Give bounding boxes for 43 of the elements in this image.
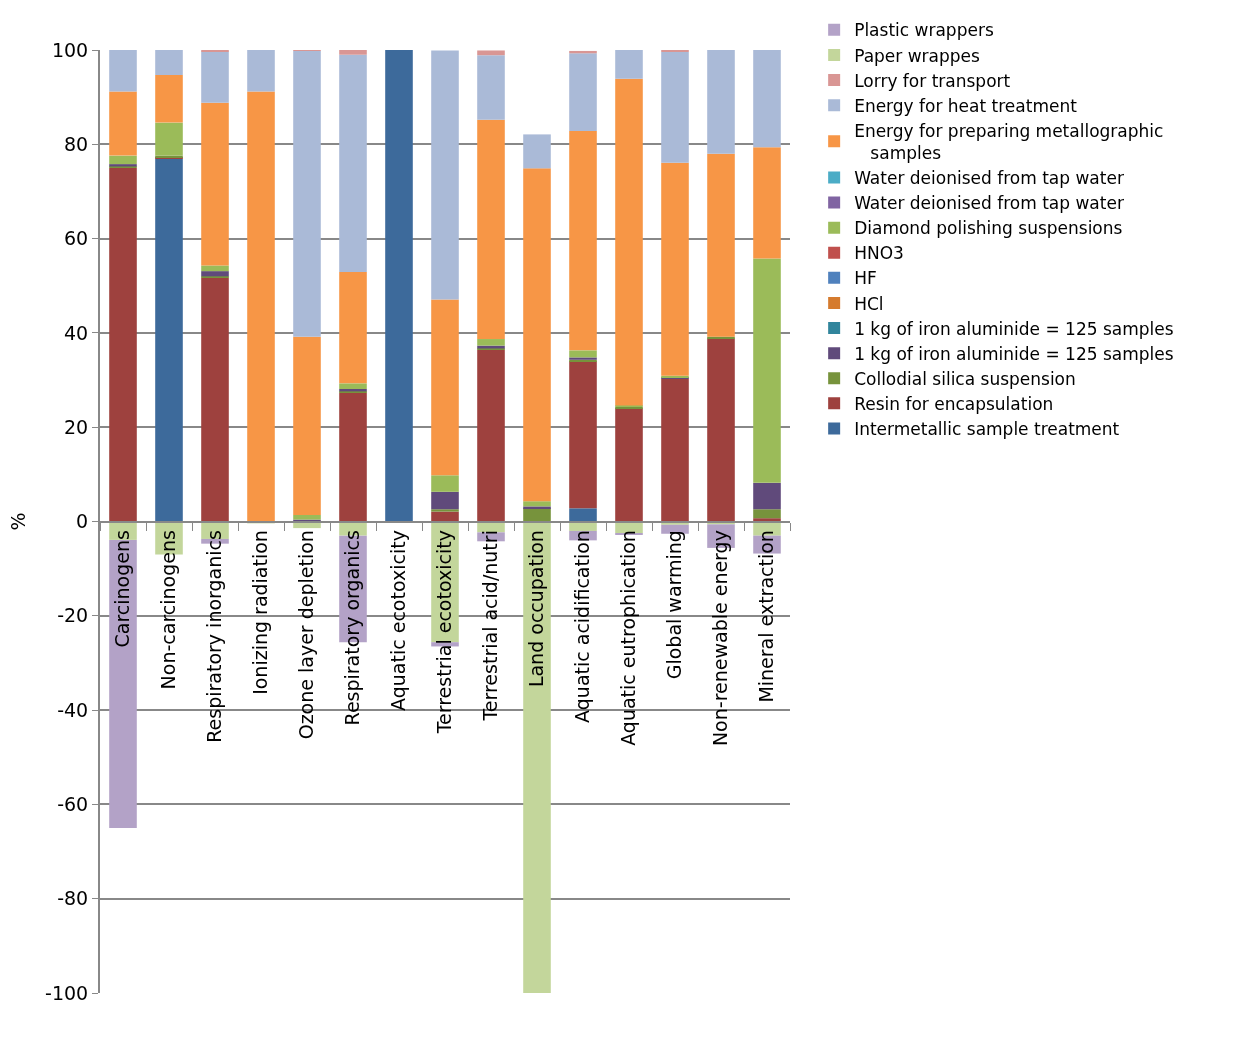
legend-label: HF xyxy=(854,268,877,289)
x-tick-label: Terrestrial ecotoxicity xyxy=(433,530,456,735)
y-tick-label: 20 xyxy=(64,415,89,438)
legend-label: HNO3 xyxy=(854,243,904,264)
legend-label: Resin for encapsulation xyxy=(854,393,1054,414)
x-tick-label: Respiratory inorganics xyxy=(203,530,226,743)
y-tick-label: 100 xyxy=(51,38,89,61)
legend-label: HCl xyxy=(854,293,884,314)
y-tick-label: 80 xyxy=(64,132,89,155)
x-tick-label: Carcinogens xyxy=(111,530,134,648)
x-tick-label: Ionizing radiation xyxy=(249,530,272,695)
x-tick-label: Respiratory organics xyxy=(341,530,364,726)
legend-label: 1 kg of iron aluminide = 125 samples xyxy=(854,343,1174,364)
legend-label: Energy for heat treatment xyxy=(854,95,1078,116)
y-tick-label: 0 xyxy=(76,510,89,533)
y-tick-label: 60 xyxy=(64,227,89,250)
x-tick-label: Mineral extraction xyxy=(755,530,778,703)
x-tick-label: Global warming xyxy=(663,530,686,680)
y-tick-label: 40 xyxy=(64,321,89,344)
legend-label: Water deionised from tap water xyxy=(854,193,1124,214)
legend-label: Diamond polishing suspensions xyxy=(854,218,1123,239)
y-tick-label: -40 xyxy=(57,698,89,721)
x-tick-label: Land occupation xyxy=(525,530,548,688)
legend-label: Paper wrappes xyxy=(854,45,981,66)
legend-label: Water deionised from tap water xyxy=(854,168,1124,189)
y-tick-label: -100 xyxy=(45,981,89,1004)
legend-label: Energy for preparing metallographic samples xyxy=(854,120,1164,163)
y-tick-label: -80 xyxy=(57,887,89,910)
x-tick-label: Aquatic eutrophication xyxy=(617,530,640,746)
x-tick-label: Aquatic ecotoxicity xyxy=(387,530,410,711)
y-axis-title: % xyxy=(7,512,30,531)
x-tick-label: Non-renewable energy xyxy=(709,530,732,747)
x-tick-label: Ozone layer depletion xyxy=(295,530,318,740)
x-tick-label: Terrestrial acid/nutri xyxy=(479,530,502,722)
y-tick-label: -20 xyxy=(57,604,89,627)
legend-label: Collodial silica suspension xyxy=(854,368,1076,389)
x-tick-label: Aquatic acidification xyxy=(571,530,594,723)
legend-label: 1 kg of iron aluminide = 125 samples xyxy=(854,318,1174,339)
legend-label: Plastic wrappers xyxy=(854,20,994,41)
legend-label: Lorry for transport xyxy=(854,70,1011,91)
x-tick-label: Non-carcinogens xyxy=(157,530,180,690)
legend-label: Intermetallic sample treatment xyxy=(854,419,1120,440)
y-tick-label: -60 xyxy=(57,793,89,816)
